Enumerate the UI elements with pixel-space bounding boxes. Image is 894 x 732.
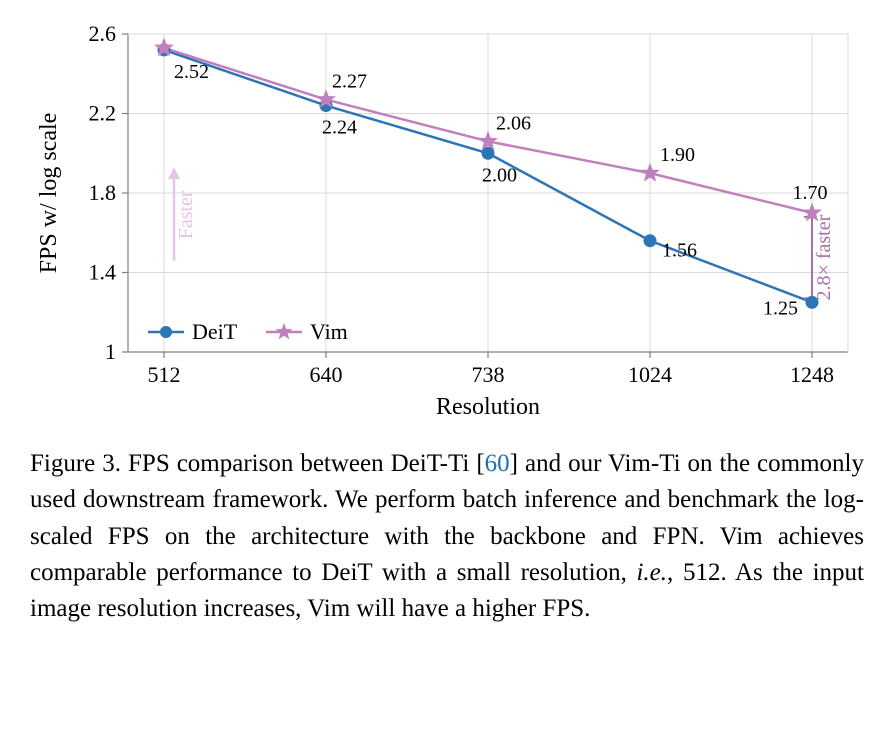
svg-text:2.2: 2.2 bbox=[89, 101, 117, 126]
svg-text:1.90: 1.90 bbox=[660, 144, 695, 166]
svg-text:Faster: Faster bbox=[175, 190, 197, 239]
svg-text:2.00: 2.00 bbox=[482, 164, 517, 186]
svg-text:2.06: 2.06 bbox=[496, 112, 531, 134]
svg-text:2.52: 2.52 bbox=[174, 61, 209, 83]
svg-text:738: 738 bbox=[472, 362, 505, 387]
caption-italic: i.e. bbox=[636, 559, 667, 586]
svg-text:1.4: 1.4 bbox=[89, 260, 117, 285]
svg-text:1024: 1024 bbox=[628, 362, 672, 387]
svg-text:1: 1 bbox=[105, 339, 116, 364]
svg-text:2.6: 2.6 bbox=[89, 21, 117, 46]
svg-text:Resolution: Resolution bbox=[436, 394, 540, 420]
caption-text-1: FPS comparison between DeiT-Ti [ bbox=[121, 450, 485, 477]
figure-label: Figure 3. bbox=[30, 450, 121, 477]
figure-page: 1 1.4 1.8 2.2 2.6 512 640 738 1024 1248 Resolution… bbox=[0, 0, 894, 732]
svg-text:FPS w/ log scale: FPS w/ log scale bbox=[36, 113, 62, 274]
svg-text:DeiT: DeiT bbox=[192, 319, 238, 344]
citation-link[interactable]: 60 bbox=[485, 450, 510, 477]
svg-text:1.70: 1.70 bbox=[793, 182, 828, 204]
svg-text:2.24: 2.24 bbox=[322, 117, 357, 139]
svg-text:2.27: 2.27 bbox=[332, 71, 367, 93]
svg-text:1.8: 1.8 bbox=[89, 180, 117, 205]
svg-text:Vim: Vim bbox=[310, 319, 348, 344]
svg-text:1.56: 1.56 bbox=[662, 240, 697, 262]
figure-caption: Figure 3. FPS comparison between DeiT-Ti… bbox=[28, 446, 866, 627]
svg-text:2.8× faster: 2.8× faster bbox=[813, 214, 835, 300]
svg-text:512: 512 bbox=[148, 362, 181, 387]
svg-text:1.25: 1.25 bbox=[763, 297, 798, 319]
svg-text:640: 640 bbox=[310, 362, 343, 387]
chart-svg: 1 1.4 1.8 2.2 2.6 512 640 738 1024 1248 Resolution… bbox=[28, 20, 866, 420]
fps-chart: 1 1.4 1.8 2.2 2.6 512 640 738 1024 1248 Resolution… bbox=[28, 20, 866, 420]
svg-text:1248: 1248 bbox=[790, 362, 834, 387]
